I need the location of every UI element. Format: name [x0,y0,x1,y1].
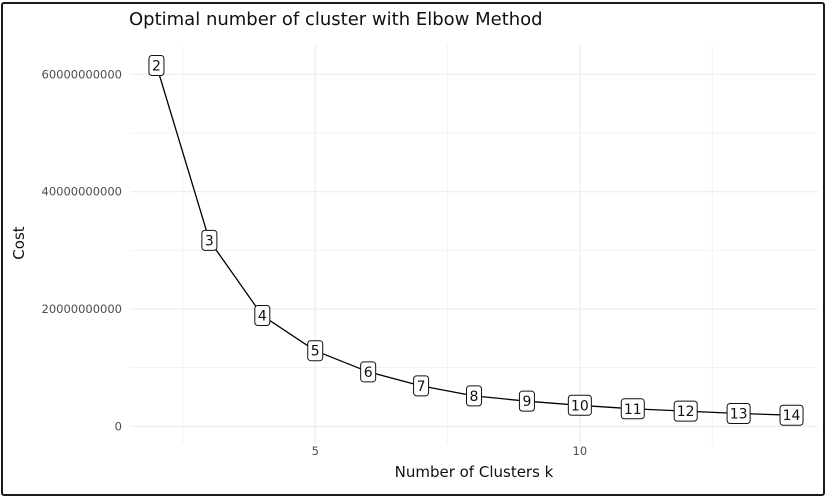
point-label-box [254,304,271,326]
point-label-text: 7 [417,379,426,395]
point-label-box [466,385,482,407]
point-label-6: 6 [360,361,377,383]
point-label-text: 10 [571,398,589,414]
point-label-9: 9 [518,390,535,412]
point-label-box [413,375,430,397]
point-label-3: 3 [201,229,218,251]
point-label-14: 14 [779,404,804,426]
point-label-text: 6 [364,365,373,381]
point-label-8: 8 [466,385,482,407]
y-tick-label: 60000000000 [42,67,122,81]
point-label-7: 7 [413,375,430,397]
point-label-4: 4 [254,304,271,326]
point-label-text: 2 [152,59,161,75]
axis-ticks: 0 20000000000 40000000000 60000000000 5 10 [42,67,588,458]
y-tick-label: 40000000000 [42,185,122,199]
point-label-12: 12 [673,400,698,422]
point-label-text: 13 [730,406,748,422]
point-label-text: 5 [311,344,320,360]
point-label-box [673,400,698,422]
point-label-text: 3 [205,233,214,249]
point-label-text: 11 [624,402,642,418]
point-label-box [620,398,645,420]
point-label-box [360,361,377,383]
point-label-box [726,402,751,424]
x-axis-title: Number of Clusters k [395,463,554,481]
point-labels: 2 3 4 5 6 7 8 9 10 11 12 13 14 [148,55,804,426]
y-tick-label: 20000000000 [42,302,122,316]
point-label-text: 12 [677,404,695,420]
point-label-text: 8 [470,389,479,405]
point-label-box [201,229,218,251]
point-label-box [779,404,804,426]
grid [130,45,818,444]
point-label-box [307,340,324,362]
point-label-box [567,394,592,416]
point-label-2: 2 [148,55,165,77]
y-tick-label: 0 [115,419,122,433]
point-label-box [518,390,535,412]
point-label-box [148,55,165,77]
point-label-text: 14 [783,408,801,424]
point-label-text: 9 [522,394,531,410]
chart-title: Optimal number of cluster with Elbow Met… [129,9,543,30]
point-label-10: 10 [567,394,592,416]
point-label-13: 13 [726,402,751,424]
y-axis-title: Cost [10,226,28,259]
point-label-5: 5 [307,340,324,362]
point-label-11: 11 [620,398,645,420]
series-line-cost [155,65,792,416]
point-label-text: 4 [258,308,267,324]
x-tick-label: 5 [312,444,319,458]
x-tick-label: 10 [573,444,588,458]
